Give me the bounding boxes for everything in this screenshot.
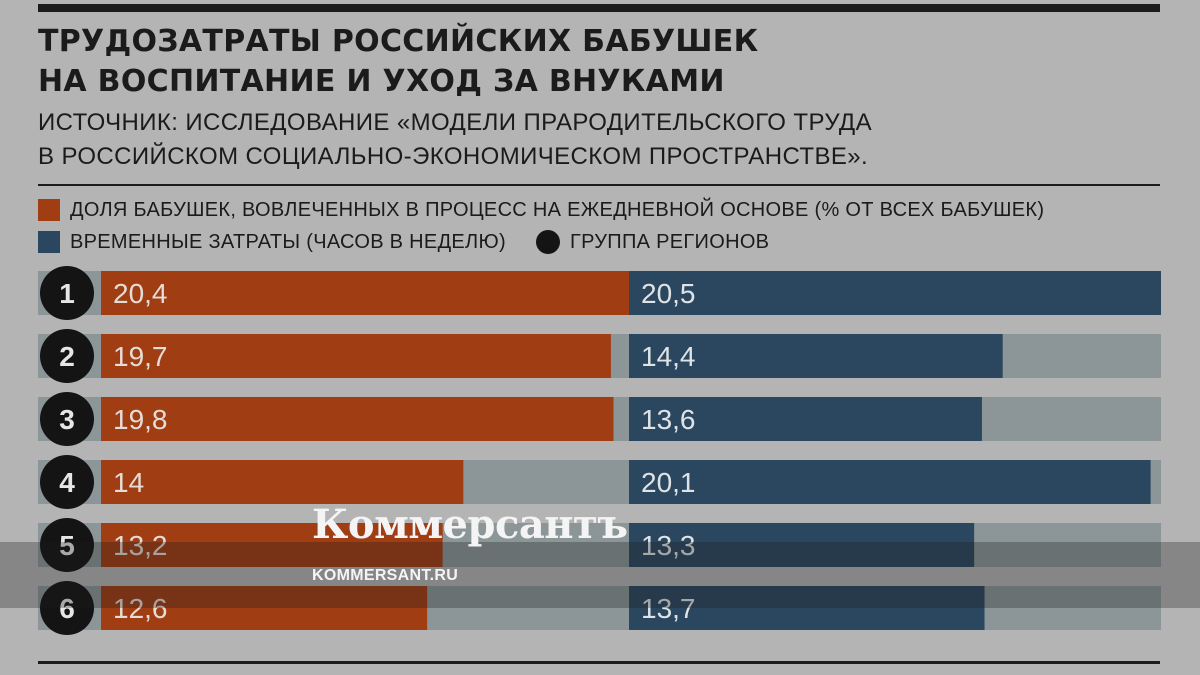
- group-label: 4: [59, 467, 75, 498]
- source-note: ИСТОЧНИК: ИССЛЕДОВАНИЕ «МОДЕЛИ ПРАРОДИТЕ…: [38, 106, 1158, 174]
- group-label: 5: [59, 530, 75, 561]
- value-label-share: 19,7: [113, 341, 168, 372]
- value-label-hours: 14,4: [641, 341, 696, 372]
- bar-share: [101, 460, 464, 504]
- value-label-hours: 20,5: [641, 278, 696, 309]
- value-label-share: 20,4: [113, 278, 168, 309]
- legend-swatch-hours: [38, 231, 60, 253]
- source-line-2: В РОССИЙСКОМ СОЦИАЛЬНО-ЭКОНОМИЧЕСКОМ ПРО…: [38, 143, 869, 170]
- group-label: 2: [59, 341, 75, 372]
- bar-hours: [629, 271, 1161, 315]
- value-label-share: 14: [113, 467, 144, 498]
- legend-dot-icon: [535, 230, 560, 254]
- group-label: 3: [59, 404, 75, 435]
- legend-row-2: ВРЕМЕННЫЕ ЗАТРАТЫ (ЧАСОВ В НЕДЕЛЮ) ГРУПП…: [38, 230, 799, 254]
- bottom-rule: [38, 661, 1160, 664]
- value-label-share: 19,8: [113, 404, 168, 435]
- bar-hours: [629, 523, 975, 567]
- watermark-band: [0, 542, 1200, 608]
- top-rule: [38, 4, 1160, 12]
- watermark-url: KOMMERSANT.RU: [312, 567, 459, 584]
- legend-label-hours: ВРЕМЕННЫЕ ЗАТРАТЫ (ЧАСОВ В НЕДЕЛЮ): [70, 231, 506, 253]
- bar-share: [101, 271, 629, 315]
- source-line-1: ИСТОЧНИК: ИССЛЕДОВАНИЕ «МОДЕЛИ ПРАРОДИТЕ…: [38, 109, 872, 136]
- bar-hours: [629, 460, 1151, 504]
- group-marker: [40, 455, 94, 509]
- legend-label-group: ГРУППА РЕГИОНОВ: [569, 231, 770, 253]
- group-label: 1: [59, 278, 75, 309]
- value-label-hours: 13,7: [641, 593, 696, 624]
- value-label-share: 12,6: [113, 593, 168, 624]
- bar-hours: [629, 586, 985, 630]
- title-line-2: НА ВОСПИТАНИЕ И УХОД ЗА ВНУКАМИ: [38, 64, 725, 99]
- legend-item-group: ГРУППА РЕГИОНОВ: [535, 230, 770, 254]
- group-marker: [40, 266, 94, 320]
- value-label-hours: 13,6: [641, 404, 696, 435]
- legend-item-hours: ВРЕМЕННЫЕ ЗАТРАТЫ (ЧАСОВ В НЕДЕЛЮ): [38, 230, 506, 254]
- value-label-share: 13,2: [113, 530, 168, 561]
- value-label-hours: 13,3: [641, 530, 696, 561]
- bar-share: [101, 523, 443, 567]
- bar-share: [101, 334, 611, 378]
- group-marker: [40, 581, 94, 635]
- divider-rule: [38, 184, 1160, 186]
- group-marker: [40, 518, 94, 572]
- group-marker: [40, 329, 94, 383]
- watermark-logo: Коммерсантъ: [312, 501, 628, 548]
- bar-share: [101, 397, 614, 441]
- title-line-1: ТРУДОЗАТРАТЫ РОССИЙСКИХ БАБУШЕК: [38, 24, 759, 59]
- bar-hours: [629, 334, 1003, 378]
- legend-row-1: ДОЛЯ БАБУШЕК, ВОВЛЕЧЕННЫХ В ПРОЦЕСС НА Е…: [38, 198, 1044, 222]
- bar-share: [101, 586, 428, 630]
- legend-swatch-share: [38, 199, 60, 221]
- group-marker: [40, 392, 94, 446]
- legend-label-share: ДОЛЯ БАБУШЕК, ВОВЛЕЧЕННЫХ В ПРОЦЕСС НА Е…: [70, 199, 1045, 221]
- chart-title: ТРУДОЗАТРАТЫ РОССИЙСКИХ БАБУШЕК НА ВОСПИ…: [38, 22, 1158, 102]
- group-label: 6: [59, 593, 75, 624]
- value-label-hours: 20,1: [641, 467, 696, 498]
- bar-hours: [629, 397, 982, 441]
